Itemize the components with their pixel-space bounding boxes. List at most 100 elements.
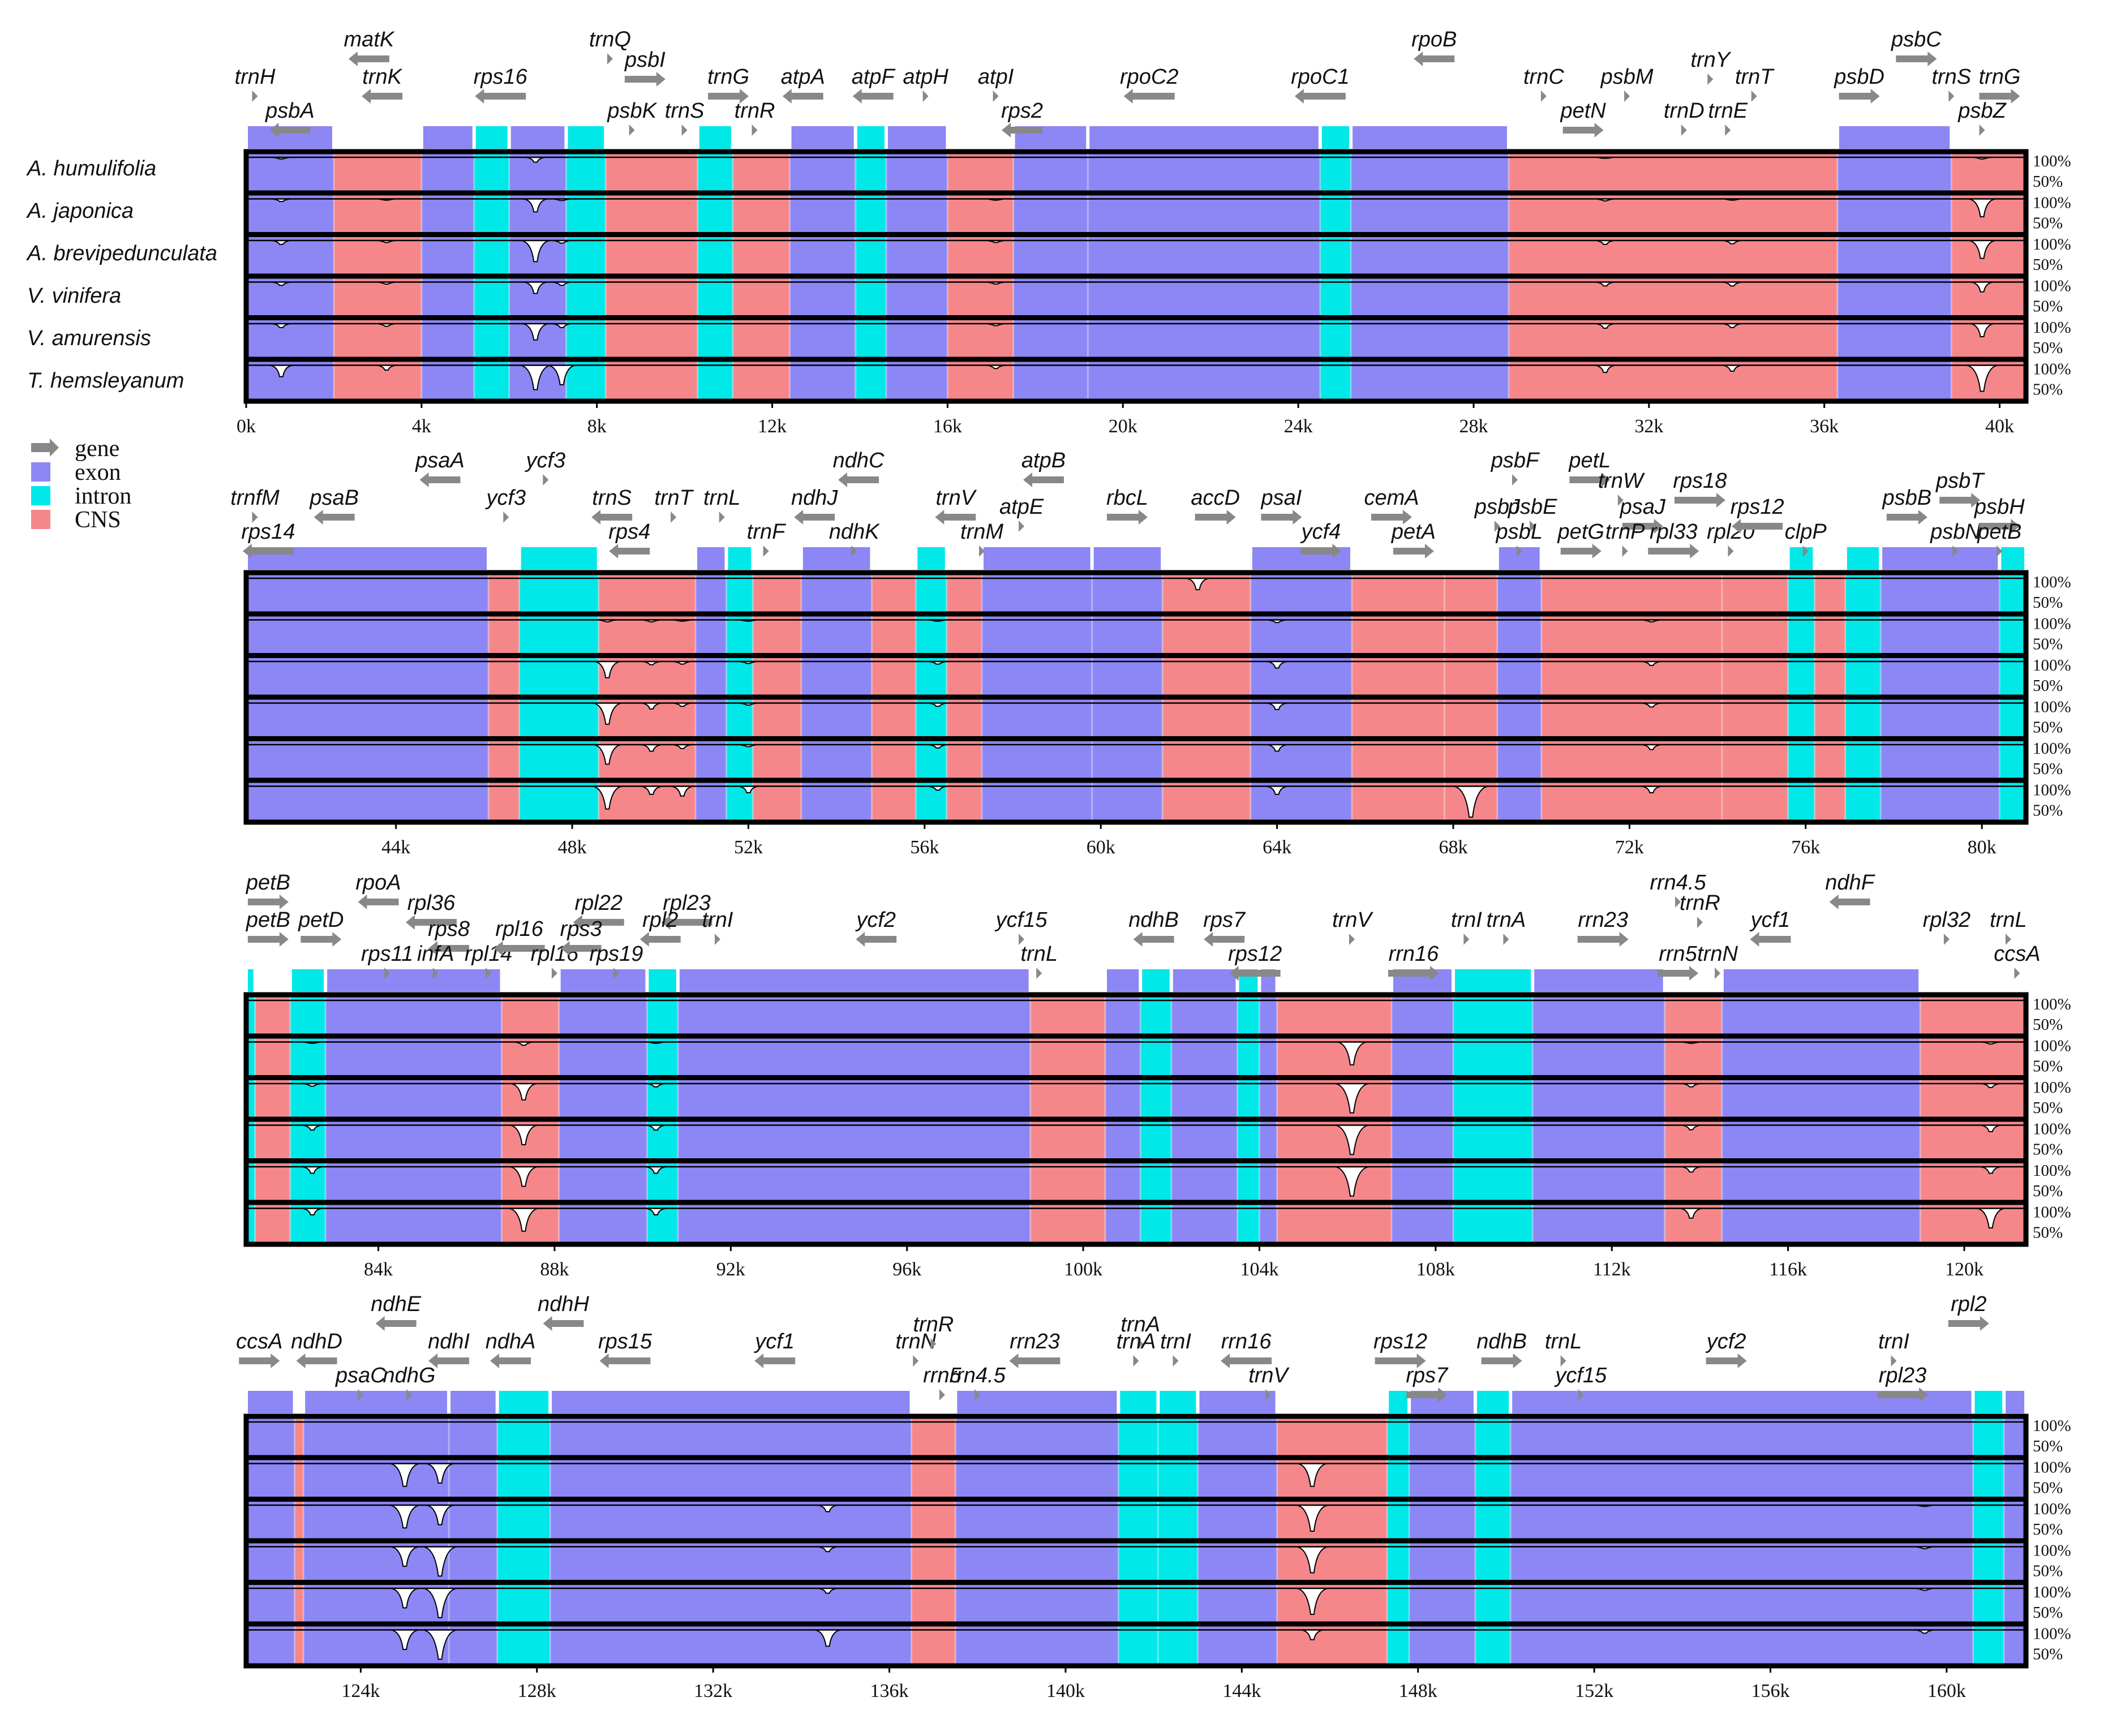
- gene-arrow-left: [269, 123, 311, 137]
- gene-label: petD: [298, 908, 344, 932]
- annotation-block-e: [1353, 126, 1507, 149]
- gene-arrow-left: [314, 510, 355, 525]
- panel-2: 100% 50% 100% 50% 100% 50% 100% 50% 100% 50% 100% 5…: [230, 449, 2071, 858]
- tick-label: 112k: [1593, 1259, 1631, 1280]
- annotation-block-e: [1107, 969, 1139, 992]
- pct-label: 50%: [2033, 719, 2063, 737]
- track-separator: [246, 356, 2026, 362]
- gene-label: rps16: [474, 65, 528, 89]
- track-separator: [246, 1455, 2026, 1460]
- gene-arrow-left: [935, 510, 976, 525]
- gene-arrow-small: [763, 545, 769, 557]
- gene-label: trnE: [1708, 99, 1748, 123]
- annotation-block-e: [1534, 969, 1663, 992]
- annotation-block-e: [1839, 126, 1950, 149]
- gene-arrow-right: [1261, 510, 1302, 525]
- gene-label: psbK: [607, 99, 657, 123]
- gene-label: rps14: [241, 520, 295, 544]
- annotation-block-i: [1847, 547, 1879, 570]
- gene-arrow-small: [1707, 74, 1714, 85]
- track-separator: [246, 1580, 2026, 1585]
- gene-label: rpl23: [1879, 1364, 1927, 1387]
- identity-dip: [390, 1629, 419, 1650]
- panel-frame: [243, 1413, 2029, 1669]
- track-separator: [246, 611, 2026, 617]
- pct-label: 50%: [2033, 1520, 2063, 1539]
- gene-arrow-left: [428, 1353, 470, 1368]
- identity-dip: [592, 785, 623, 810]
- gene-label: trnV: [1248, 1364, 1290, 1387]
- gene-arrow-small: [1137, 1338, 1144, 1350]
- pct-label: 100%: [2033, 194, 2071, 212]
- gene-label: psbH: [1974, 495, 2025, 519]
- gene-label: rps19: [589, 942, 643, 966]
- pct-label: 50%: [2033, 677, 2063, 695]
- gene-label: trnH: [235, 65, 276, 89]
- annotation-block-i: [728, 547, 752, 570]
- species-label: A. japonica: [26, 199, 134, 223]
- annotation-block-e: [697, 547, 725, 570]
- gene-label: trnD: [1664, 99, 1705, 123]
- gene-arrow-small: [1697, 917, 1703, 928]
- identity-dip: [1337, 1041, 1367, 1065]
- gene-arrow-right: [708, 89, 749, 104]
- annotation-block-e: [450, 1391, 496, 1413]
- gene-label: trnN: [895, 1330, 936, 1353]
- annotation-block-i: [2001, 547, 2024, 570]
- tick-label: 136k: [870, 1681, 909, 1701]
- gene-arrow-small: [2014, 968, 2020, 979]
- gene-label: trnA: [1487, 908, 1526, 932]
- gene-label: clpP: [1785, 520, 1827, 544]
- gene-label: psaC: [335, 1364, 386, 1387]
- tick-label: 132k: [694, 1681, 732, 1701]
- annotation-block-i: [1120, 1391, 1157, 1413]
- gene-arrow-small: [671, 512, 677, 523]
- gene-arrow-small: [1036, 968, 1042, 979]
- gene-label: rps7: [1406, 1364, 1449, 1387]
- annotation-block-i: [1789, 547, 1813, 570]
- annotation-block-e: [552, 1391, 910, 1413]
- identity-dip: [814, 1629, 841, 1647]
- gene-arrow-left: [475, 89, 526, 104]
- tick-label: 56k: [910, 837, 939, 858]
- gene-label: trnF: [747, 520, 786, 544]
- gene-arrow-right: [1577, 932, 1629, 947]
- gene-label: ycf1: [753, 1330, 795, 1353]
- gene-arrow-right: [247, 895, 289, 909]
- gene-label: rrn5: [1659, 942, 1697, 966]
- identity-dip: [1334, 1166, 1369, 1197]
- gene-arrow-small: [252, 512, 258, 523]
- gene-label: trnV: [935, 486, 977, 510]
- annotation-block-i: [917, 547, 945, 570]
- gene-arrow-left: [1123, 89, 1175, 104]
- gene-arrow-right: [1648, 544, 1699, 558]
- annotation-block-i: [857, 126, 885, 149]
- gene-arrow-small: [1530, 521, 1536, 532]
- annotation-block-e: [791, 126, 854, 149]
- tick-label: 84k: [364, 1259, 393, 1280]
- identity-dip: [426, 1463, 454, 1484]
- gene-arrow-right: [1569, 472, 1611, 487]
- gene-arrow-small: [714, 934, 720, 945]
- gene-label: ycf3: [484, 486, 526, 510]
- identity-dip: [523, 198, 548, 213]
- gene-arrow-right: [1886, 510, 1927, 525]
- annotation-block-e: [305, 1391, 448, 1413]
- gene-label: trnfM: [230, 486, 280, 510]
- gene-arrow-small: [1512, 474, 1518, 485]
- gene-arrow-left: [1732, 519, 1783, 534]
- gene-label: trnL: [1545, 1330, 1582, 1353]
- gene-label: rpl16: [495, 917, 543, 941]
- gene-arrow-small: [607, 53, 613, 65]
- gene-arrow-small: [613, 968, 619, 979]
- gene-arrow-small: [1681, 124, 1687, 136]
- annotation-block-e: [248, 1391, 293, 1413]
- gene-arrow-left: [375, 1316, 417, 1331]
- gene-arrow-small: [1715, 968, 1721, 979]
- gene-arrow-right: [1979, 519, 2020, 534]
- gene-arrow-small: [1349, 934, 1355, 945]
- tick-label: 148k: [1399, 1681, 1437, 1701]
- pct-label: 100%: [2033, 1459, 2071, 1477]
- identity-dip: [1453, 785, 1489, 818]
- gene-arrow-right: [1948, 1316, 1989, 1331]
